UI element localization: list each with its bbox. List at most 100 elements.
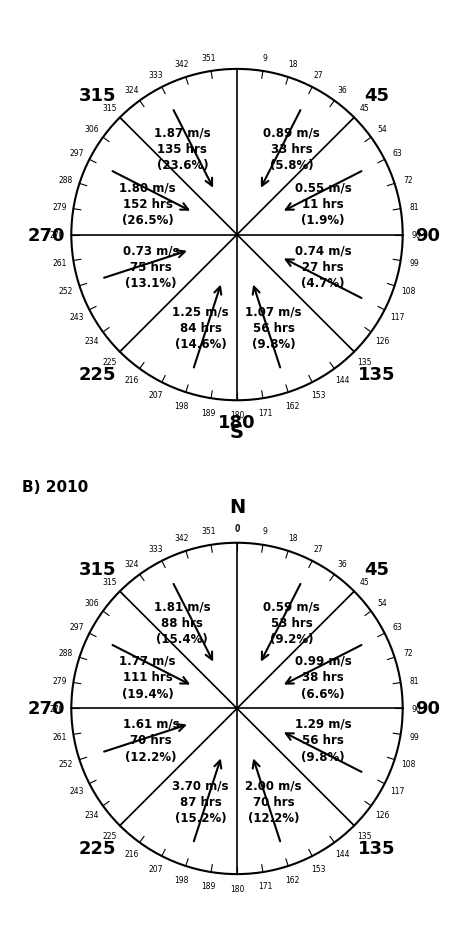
Text: 90: 90 [412, 231, 422, 240]
Text: 162: 162 [285, 875, 300, 884]
Text: 54: 54 [378, 126, 387, 134]
Text: 108: 108 [401, 286, 415, 295]
Text: 1.29 m/s
56 hrs
(9.8%): 1.29 m/s 56 hrs (9.8%) [295, 717, 351, 763]
Text: 99: 99 [410, 733, 419, 741]
Text: 0.55 m/s
11 hrs
(1.9%): 0.55 m/s 11 hrs (1.9%) [295, 181, 352, 227]
Text: 135: 135 [357, 358, 371, 367]
Text: 234: 234 [84, 810, 99, 818]
Text: 252: 252 [59, 286, 73, 295]
Text: 126: 126 [375, 336, 390, 346]
Text: 135: 135 [357, 831, 371, 840]
Text: 18: 18 [288, 60, 297, 69]
Text: 0.73 m/s
75 hrs
(13.1%): 0.73 m/s 75 hrs (13.1%) [123, 244, 179, 290]
Text: 306: 306 [84, 598, 99, 608]
Text: 261: 261 [52, 259, 67, 268]
Text: 90: 90 [415, 227, 440, 244]
Text: N: N [229, 497, 245, 516]
Text: 36: 36 [338, 86, 347, 94]
Text: 45: 45 [359, 104, 369, 113]
Text: 333: 333 [148, 544, 163, 553]
Text: 135: 135 [358, 839, 395, 857]
Text: 216: 216 [124, 376, 138, 385]
Text: 324: 324 [124, 559, 138, 568]
Text: 162: 162 [285, 401, 300, 411]
Text: 261: 261 [52, 733, 67, 741]
Text: 198: 198 [174, 875, 189, 884]
Text: 315: 315 [79, 87, 116, 105]
Text: 135: 135 [358, 365, 395, 383]
Text: 153: 153 [311, 391, 326, 400]
Text: 1.77 m/s
111 hrs
(19.4%): 1.77 m/s 111 hrs (19.4%) [119, 654, 176, 700]
Text: 27: 27 [314, 544, 323, 553]
Text: 207: 207 [148, 864, 163, 873]
Text: 9: 9 [263, 527, 267, 536]
Text: 180: 180 [218, 413, 256, 431]
Text: 315: 315 [79, 561, 116, 579]
Text: 9: 9 [263, 54, 267, 62]
Text: 81: 81 [410, 203, 419, 211]
Text: 90: 90 [415, 700, 440, 717]
Text: 243: 243 [70, 785, 84, 795]
Text: 189: 189 [202, 882, 216, 890]
Text: 90: 90 [412, 704, 422, 713]
Text: 180: 180 [230, 411, 244, 419]
Text: 36: 36 [338, 559, 347, 568]
Text: 342: 342 [174, 533, 189, 543]
Text: 1.80 m/s
152 hrs
(26.5%): 1.80 m/s 152 hrs (26.5%) [119, 181, 176, 227]
Text: 225: 225 [103, 831, 117, 840]
Text: 1.81 m/s
88 hrs
(15.4%): 1.81 m/s 88 hrs (15.4%) [154, 599, 210, 646]
Text: 306: 306 [84, 126, 99, 134]
Text: 270: 270 [27, 227, 65, 244]
Text: 0.89 m/s
33 hrs
(5.8%): 0.89 m/s 33 hrs (5.8%) [263, 126, 320, 172]
Text: 0: 0 [234, 523, 240, 532]
Text: 45: 45 [364, 87, 389, 105]
Text: 117: 117 [390, 785, 404, 795]
Text: 297: 297 [70, 149, 84, 159]
Text: 189: 189 [202, 408, 216, 417]
Text: 234: 234 [84, 336, 99, 346]
Text: 333: 333 [148, 71, 163, 80]
Text: 288: 288 [59, 649, 73, 658]
Text: 243: 243 [70, 312, 84, 321]
Text: 108: 108 [401, 760, 415, 768]
Text: 207: 207 [148, 391, 163, 400]
Text: B) 2010: B) 2010 [22, 480, 88, 495]
Text: 18: 18 [288, 533, 297, 543]
Text: 63: 63 [392, 149, 402, 159]
Text: 144: 144 [336, 376, 350, 385]
Text: 315: 315 [103, 577, 117, 586]
Text: 315: 315 [103, 104, 117, 113]
Text: 45: 45 [364, 561, 389, 579]
Text: 351: 351 [201, 54, 216, 62]
Text: 351: 351 [201, 527, 216, 536]
Text: 54: 54 [378, 598, 387, 608]
Text: 279: 279 [52, 676, 67, 685]
Text: 270: 270 [50, 231, 64, 240]
Text: 1.07 m/s
56 hrs
(9.8%): 1.07 m/s 56 hrs (9.8%) [245, 305, 301, 351]
Text: 72: 72 [403, 649, 413, 658]
Text: 72: 72 [403, 176, 413, 184]
Text: 63: 63 [392, 623, 402, 632]
Text: 297: 297 [70, 623, 84, 632]
Text: 0.59 m/s
53 hrs
(9.2%): 0.59 m/s 53 hrs (9.2%) [263, 599, 320, 646]
Text: 225: 225 [79, 365, 116, 383]
Text: 270: 270 [50, 704, 64, 713]
Text: 27: 27 [314, 71, 323, 80]
Text: 1.87 m/s
135 hrs
(23.6%): 1.87 m/s 135 hrs (23.6%) [154, 126, 210, 172]
Text: 144: 144 [336, 850, 350, 858]
Text: 0.74 m/s
27 hrs
(4.7%): 0.74 m/s 27 hrs (4.7%) [295, 244, 351, 290]
Text: 2.00 m/s
70 hrs
(12.2%): 2.00 m/s 70 hrs (12.2%) [245, 779, 301, 824]
Text: 153: 153 [311, 864, 326, 873]
Text: 45: 45 [359, 577, 369, 586]
Text: 180: 180 [230, 884, 244, 893]
Text: 225: 225 [79, 839, 116, 857]
Text: S: S [230, 423, 244, 442]
Text: 279: 279 [52, 203, 67, 211]
Text: 126: 126 [375, 810, 390, 818]
Text: 1.25 m/s
84 hrs
(14.6%): 1.25 m/s 84 hrs (14.6%) [172, 305, 229, 351]
Text: 0.99 m/s
38 hrs
(6.6%): 0.99 m/s 38 hrs (6.6%) [295, 654, 352, 700]
Text: 3.70 m/s
87 hrs
(15.2%): 3.70 m/s 87 hrs (15.2%) [173, 779, 229, 824]
Text: 225: 225 [103, 358, 117, 367]
Text: 198: 198 [174, 401, 189, 411]
Text: 288: 288 [59, 176, 73, 184]
